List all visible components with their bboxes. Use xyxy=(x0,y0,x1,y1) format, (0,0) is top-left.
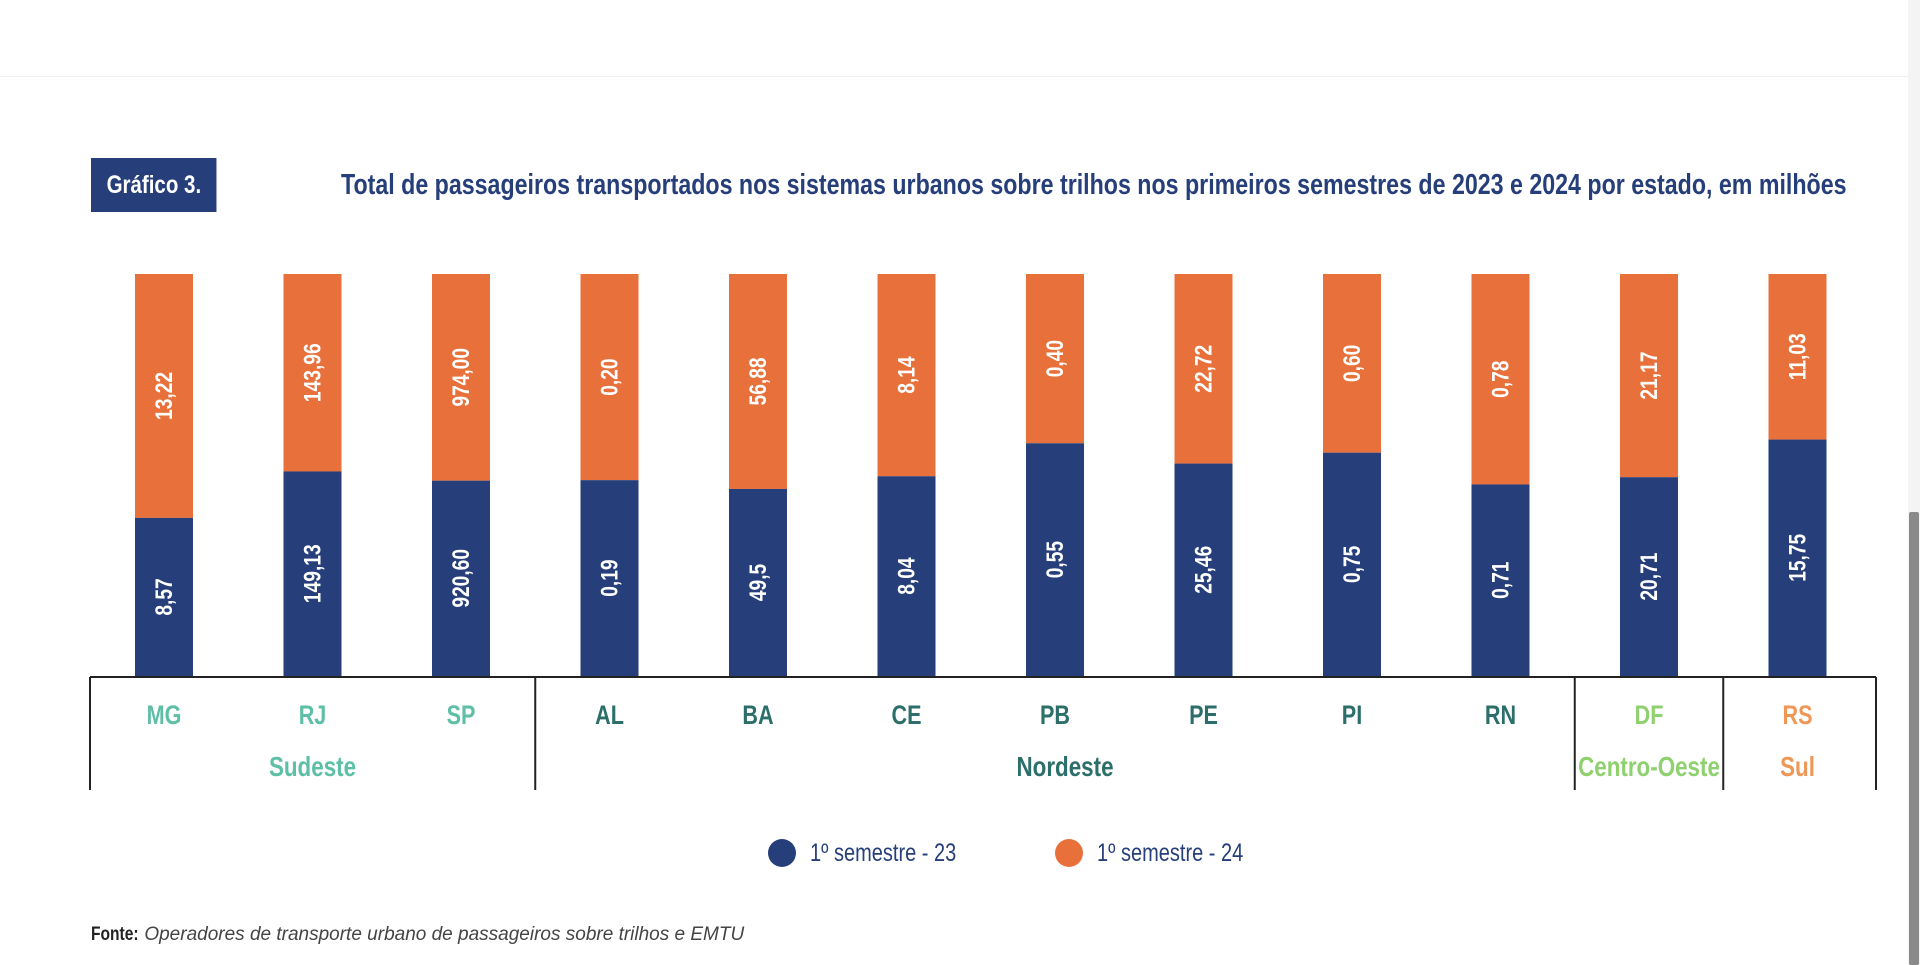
label-2023-rn: 0,71 xyxy=(1486,562,1514,599)
category-label-pi: PI xyxy=(1342,701,1362,731)
label-2024-pe: 22,72 xyxy=(1189,345,1217,393)
bar-2023-ce xyxy=(877,476,936,676)
bar-2023-rn xyxy=(1471,484,1530,676)
label-2024-ba: 56,88 xyxy=(744,357,772,405)
stacked-bar-chart: 8,57 13,22 MG 149,13 143,96 RJ 920,60 974,00 SP 0… xyxy=(89,274,1877,790)
bar-2024-sp xyxy=(432,274,490,481)
label-2024-mg: 13,22 xyxy=(150,372,178,420)
label-2024-rs: 11,03 xyxy=(1783,333,1811,380)
bar-2024-df xyxy=(1620,274,1678,478)
bar-2023-al xyxy=(580,480,639,676)
legend-label-2023: 1º semestre - 23 xyxy=(810,838,957,867)
bar-2023-pe xyxy=(1174,463,1233,676)
source-text: Operadores de transporte urbano de passa… xyxy=(144,924,745,945)
bar-2023-mg xyxy=(135,517,193,676)
label-2023-ba: 49,5 xyxy=(744,564,772,601)
category-label-ba: BA xyxy=(742,701,773,731)
bar-2024-rs xyxy=(1768,274,1827,440)
label-2024-sp: 974,00 xyxy=(447,348,475,407)
chart-number-badge: Gráfico 3. xyxy=(91,158,217,212)
category-label-mg: MG xyxy=(147,701,182,731)
bar-2023-rj xyxy=(283,471,342,676)
legend-item-2024: 1º semestre - 24 xyxy=(1054,838,1280,868)
label-2023-df: 20,71 xyxy=(1635,553,1663,601)
top-divider xyxy=(0,76,1908,77)
bar-2023-ba xyxy=(729,488,787,676)
bar-2024-pe xyxy=(1174,274,1233,464)
label-2024-rj: 143,96 xyxy=(298,343,326,402)
source-note: Fonte: Operadores de transporte urbano d… xyxy=(91,924,744,946)
category-label-rs: RS xyxy=(1783,701,1813,731)
legend-label-2024: 1º semestre - 24 xyxy=(1096,838,1244,867)
category-label-rj: RJ xyxy=(299,701,327,731)
bar-2024-pb xyxy=(1026,274,1084,444)
category-label-al: AL xyxy=(595,701,624,731)
label-2024-df: 21,17 xyxy=(1635,352,1663,400)
bar-2024-ce xyxy=(877,274,936,477)
label-2024-ce: 8,14 xyxy=(892,356,920,393)
label-2024-pi: 0,60 xyxy=(1338,345,1366,382)
bar-2023-df xyxy=(1620,477,1678,676)
region-label-sul: Sul xyxy=(1780,752,1815,783)
chart-title: Total de passageiros transportados nos s… xyxy=(341,169,1847,201)
label-2023-rs: 15,75 xyxy=(1783,534,1811,582)
bar-2024-rj xyxy=(283,274,342,472)
label-2023-pi: 0,75 xyxy=(1338,546,1366,583)
label-2023-mg: 8,57 xyxy=(150,578,178,615)
source-label: Fonte: xyxy=(91,924,139,945)
region-label-sudeste: Sudeste xyxy=(269,752,356,783)
bar-2023-pi xyxy=(1323,452,1381,676)
region-label-centro-oeste: Centro-Oeste xyxy=(1578,752,1720,783)
label-2024-rn: 0,78 xyxy=(1486,361,1514,398)
label-2024-pb: 0,40 xyxy=(1041,340,1069,377)
category-label-ce: CE xyxy=(892,701,922,731)
bar-2023-pb xyxy=(1026,443,1084,676)
legend-item-2023: 1º semestre - 23 xyxy=(768,839,993,868)
label-2023-sp: 920,60 xyxy=(447,549,475,608)
scrollbar-track[interactable] xyxy=(1908,0,1920,965)
label-2024-al: 0,20 xyxy=(595,358,623,395)
category-label-sp: SP xyxy=(447,701,476,731)
bar-2023-sp xyxy=(432,480,490,676)
legend-swatch-2024 xyxy=(1054,839,1083,867)
category-label-pb: PB xyxy=(1040,701,1070,731)
region-label-nordeste: Nordeste xyxy=(1016,752,1113,783)
chart-header: Gráfico 3. Total de passageiros transpor… xyxy=(91,158,1847,212)
category-label-pe: PE xyxy=(1189,701,1218,731)
chart-legend: 1º semestre - 23 1º semestre - 24 xyxy=(768,836,1342,870)
scrollbar-thumb[interactable] xyxy=(1909,512,1919,965)
bar-2024-rn xyxy=(1471,274,1530,485)
bar-2024-pi xyxy=(1323,274,1381,453)
label-2023-pb: 0,55 xyxy=(1041,541,1069,578)
label-2023-rj: 149,13 xyxy=(298,544,326,603)
legend-swatch-2023 xyxy=(768,839,796,867)
bar-2024-ba xyxy=(729,274,787,489)
label-2023-al: 0,19 xyxy=(595,559,623,596)
label-2023-pe: 25,46 xyxy=(1189,546,1217,594)
bar-2024-al xyxy=(580,274,639,481)
bar-2024-mg xyxy=(135,274,193,518)
category-label-df: DF xyxy=(1635,701,1664,731)
bar-2023-rs xyxy=(1768,439,1827,676)
label-2023-ce: 8,04 xyxy=(892,557,920,594)
category-label-rn: RN xyxy=(1485,701,1516,731)
